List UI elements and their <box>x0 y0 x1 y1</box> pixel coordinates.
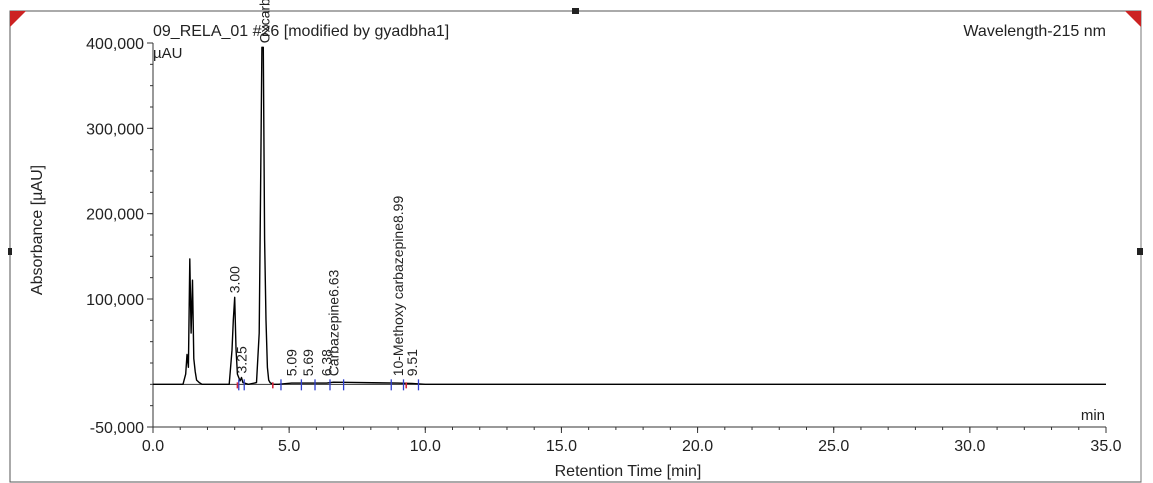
corner-marker-top-left <box>10 11 26 27</box>
peak-label: Oxcarbazepine4.09 <box>256 0 272 43</box>
chromatogram-trace <box>153 46 1106 385</box>
axis-ticks: -50,000 100,000 200,000 300,000 400,000 0.0 5.… <box>86 36 1122 455</box>
peak-label: 3.25 <box>234 346 250 373</box>
x-tick-label: 20.0 <box>682 438 713 455</box>
wavelength-label: Wavelength-215 nm <box>963 23 1106 40</box>
peak-label: 5.69 <box>300 349 316 376</box>
peak-label: 9.51 <box>404 349 420 376</box>
x-tick-label: 30.0 <box>954 438 985 455</box>
y-tick-label: -50,000 <box>90 420 144 437</box>
y-tick-label: 200,000 <box>86 207 144 224</box>
peak-label: Carbazepine6.63 <box>326 269 342 376</box>
peak-label: 6.38 <box>319 349 335 376</box>
x-unit-label: min <box>1081 407 1105 424</box>
y-tick-label: 300,000 <box>86 121 144 138</box>
x-tick-label: 0.0 <box>142 438 164 455</box>
x-tick-label: 35.0 <box>1090 438 1121 455</box>
chart-title: 09_RELA_01 #26 [modified by gyadbha1] <box>153 23 449 40</box>
corner-marker-top-right <box>1125 11 1141 27</box>
y-unit-label: µAU <box>153 45 182 62</box>
y-axis-title: Absorbance [µAU] <box>29 165 46 295</box>
x-axis-title: Retention Time [min] <box>555 463 702 480</box>
y-tick-label: 400,000 <box>86 36 144 53</box>
peak-label: 3.00 <box>227 266 243 293</box>
x-tick-label: 15.0 <box>546 438 577 455</box>
resize-handle-top[interactable] <box>572 8 579 14</box>
trace-layer <box>153 46 1106 385</box>
baseline-markers <box>236 379 420 391</box>
x-tick-label: 25.0 <box>818 438 849 455</box>
peak-labels: 3.00 3.25 Oxcarbazepine4.09 5.095.696.38Car… <box>227 0 420 376</box>
y-tick-label: 100,000 <box>86 292 144 309</box>
x-tick-label: 10.0 <box>410 438 441 455</box>
x-tick-label: 5.0 <box>278 438 300 455</box>
resize-handle-left[interactable] <box>8 248 12 255</box>
peak-label: 5.09 <box>284 349 300 376</box>
chart-frame <box>9 10 1142 483</box>
peak-label: 10-Methoxy carbazepine8.99 <box>390 196 406 377</box>
resize-handle-right[interactable] <box>1137 248 1143 255</box>
